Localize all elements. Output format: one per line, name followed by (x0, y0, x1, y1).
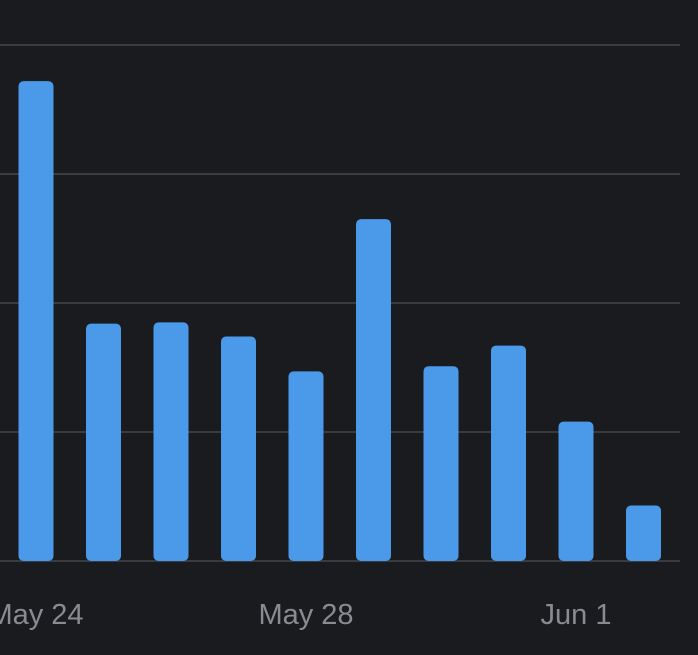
x-tick-label-1: May 28 (258, 599, 353, 631)
bar-may-29[interactable] (356, 219, 391, 561)
x-tick-label-2: Jun 1 (541, 599, 612, 631)
bar-may-28[interactable] (288, 371, 324, 561)
bar-jun-1[interactable] (558, 421, 594, 561)
bar-may-31[interactable] (491, 345, 526, 561)
bar-may-30[interactable] (423, 366, 459, 561)
x-tick-label-0: May 24 (0, 599, 84, 631)
bar-jun-2[interactable] (626, 505, 661, 561)
bar-may-26[interactable] (153, 322, 189, 561)
bar-may-25[interactable] (86, 323, 121, 561)
bar-may-24[interactable] (18, 81, 54, 562)
bar-may-27[interactable] (221, 336, 256, 561)
bars (18, 81, 661, 562)
x-axis-ticks: May 24 May 28 Jun 1 (0, 599, 611, 631)
